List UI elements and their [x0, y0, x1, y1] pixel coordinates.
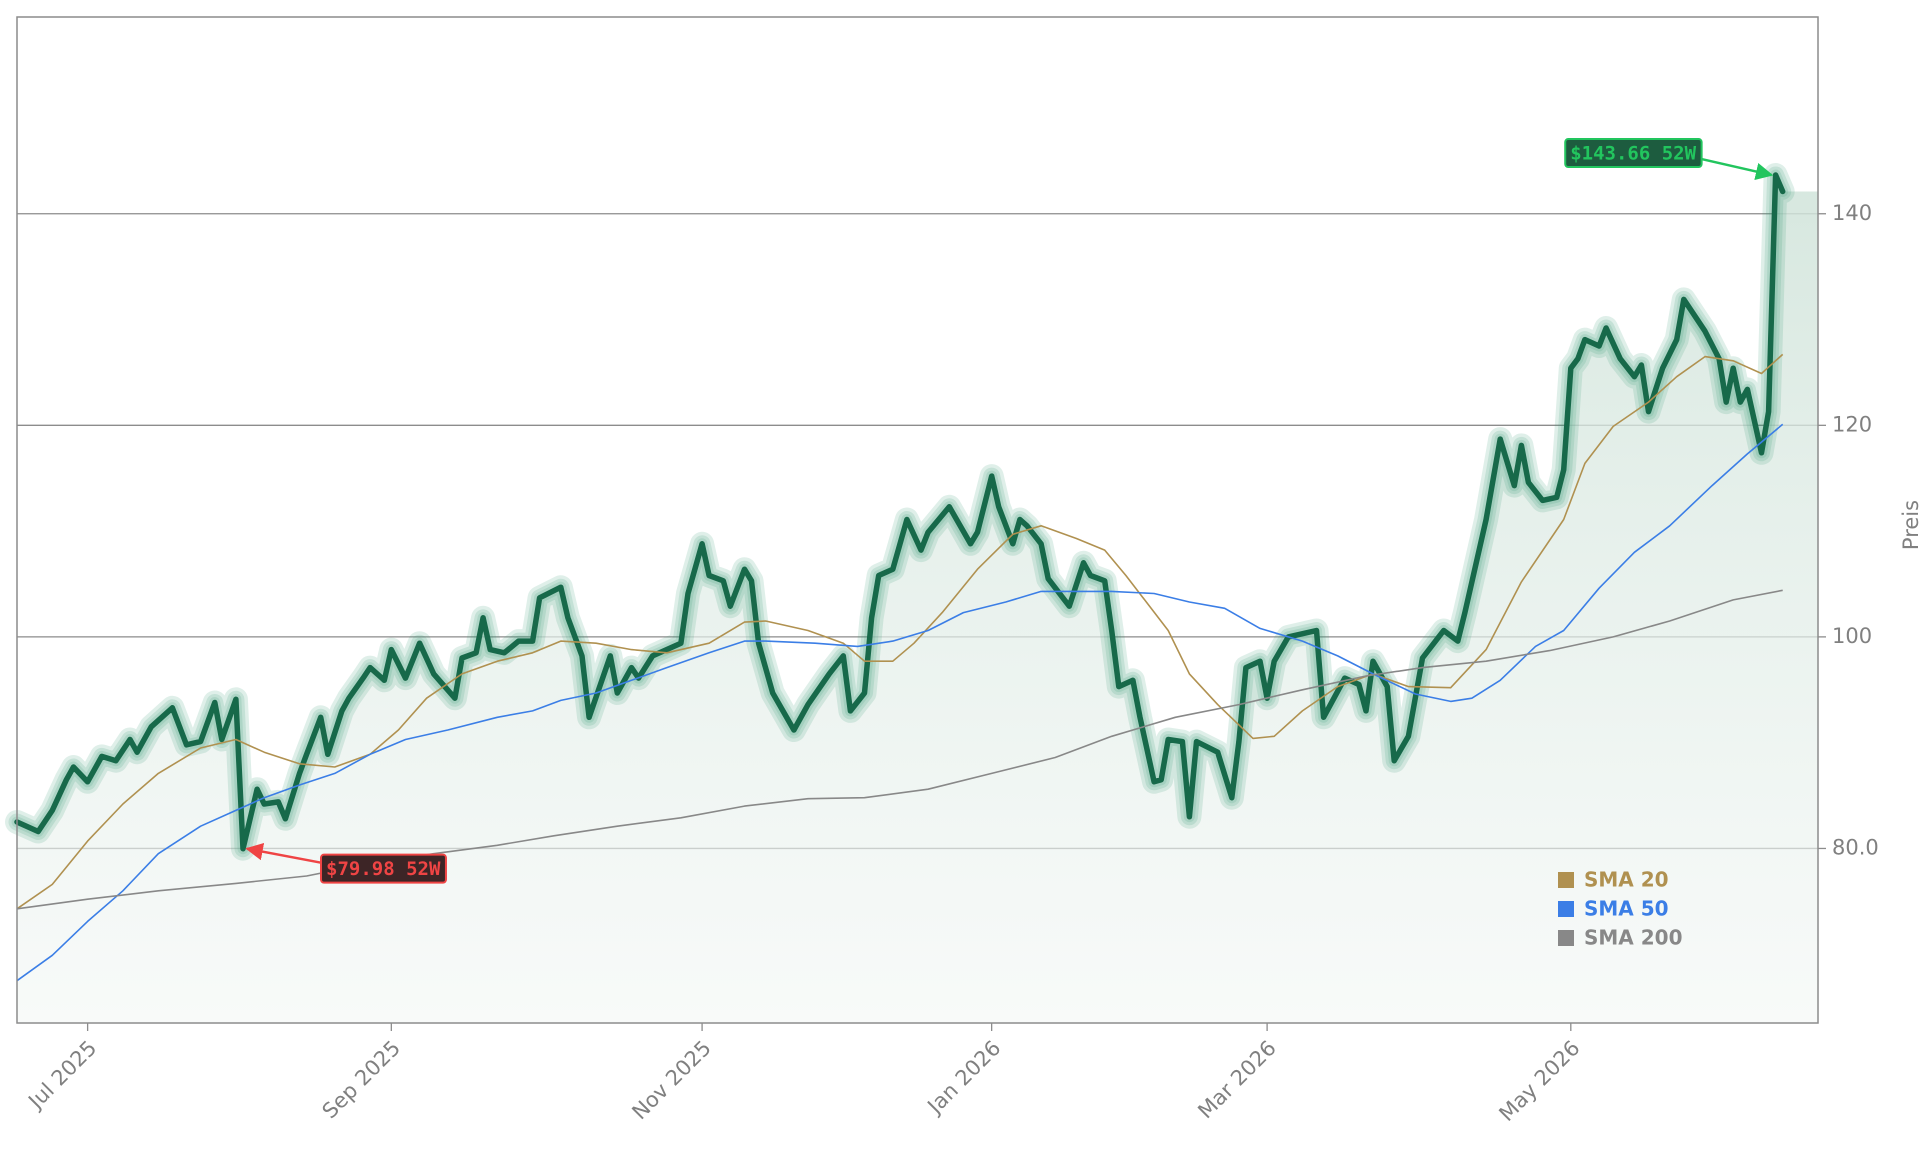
legend-swatch — [1558, 872, 1574, 888]
plot-frame — [16, 16, 1819, 1024]
y-axis-label: Preis — [1899, 500, 1923, 550]
legend-label: SMA 50 — [1584, 897, 1669, 921]
x-tick-label: Mar 2026 — [1193, 1036, 1281, 1124]
x-tick-label: Nov 2025 — [627, 1036, 715, 1124]
y-tick-label: 120 — [1832, 412, 1872, 436]
legend-label: SMA 20 — [1584, 868, 1669, 892]
x-tick-label: Jul 2025 — [23, 1036, 102, 1115]
annotation-arrow — [245, 842, 322, 864]
x-tick-label: Jan 2026 — [922, 1036, 1006, 1120]
y-tick-label: 80.0 — [1832, 835, 1879, 859]
legend-swatch — [1558, 930, 1574, 946]
legend-label: SMA 200 — [1584, 926, 1683, 950]
annotation: $143.66 52W — [1564, 138, 1774, 181]
price-line — [14, 172, 1786, 852]
y-tick-label: 140 — [1832, 201, 1872, 225]
annotation-arrow — [1701, 157, 1774, 181]
price-area — [17, 175, 1818, 1023]
sma-line — [16, 423, 1784, 982]
sma-line — [16, 353, 1784, 910]
annotation: $79.98 52W — [245, 842, 447, 884]
annotation-box — [1564, 138, 1703, 169]
annotation-text: $79.98 52W — [326, 858, 441, 880]
x-tick-label: Sep 2025 — [318, 1036, 405, 1123]
legend-swatch — [1558, 901, 1574, 917]
annotation-box — [320, 853, 447, 884]
annotation-text: $143.66 52W — [1570, 143, 1696, 165]
y-tick-label: 100 — [1832, 624, 1872, 648]
x-tick-label: May 2026 — [1494, 1036, 1584, 1126]
